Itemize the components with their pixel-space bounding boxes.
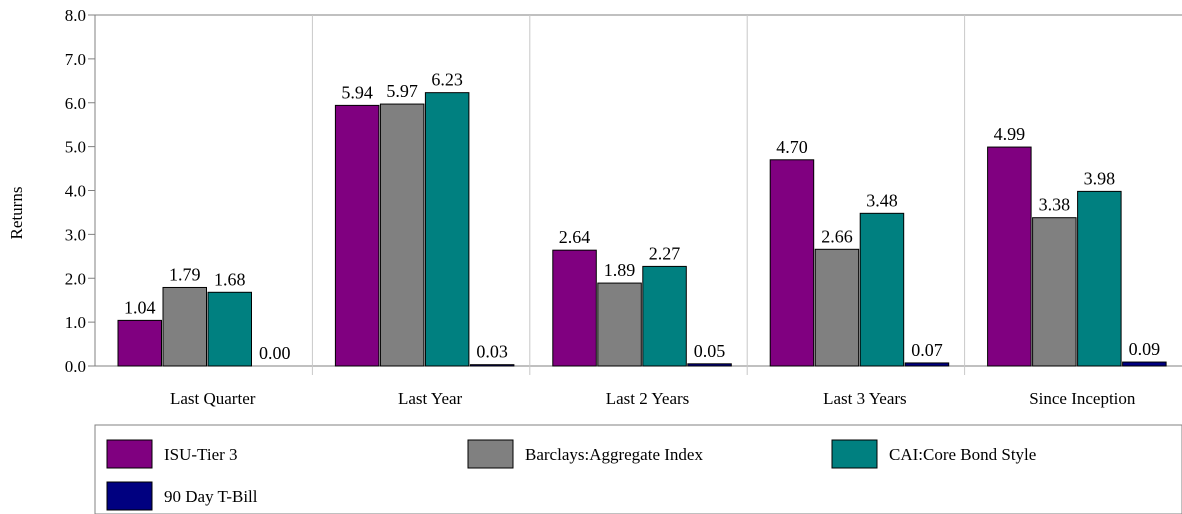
data-labels: 1.04 1.79 1.68 0.00 5.94 5.97 6.23 0.03 2.64 1.89… — [124, 70, 1160, 363]
legend: ISU-Tier 3 Barclays:Aggregate Index CAI:Co… — [94, 424, 1182, 514]
legend-label: Barclays:Aggregate Index — [525, 445, 703, 464]
legend-swatch — [106, 439, 153, 469]
y-tick-label: 8.0 — [65, 6, 86, 25]
x-axis-ticks: Last Quarter Last Year Last 2 Years Last 3 … — [170, 389, 1136, 408]
data-label: 1.68 — [214, 269, 246, 289]
x-tick-label: Last Year — [398, 389, 463, 408]
legend-label: 90 Day T-Bill — [164, 487, 258, 506]
data-label: 0.07 — [911, 340, 943, 360]
legend-label: CAI:Core Bond Style — [889, 445, 1036, 464]
y-tick-label: 6.0 — [65, 94, 86, 113]
x-tick-label: Last 3 Years — [823, 389, 907, 408]
bar — [642, 265, 687, 367]
bar — [597, 282, 642, 367]
bar — [987, 146, 1032, 367]
bar — [379, 103, 425, 367]
bar — [552, 249, 597, 367]
data-label: 1.79 — [169, 264, 201, 284]
bars — [117, 92, 1167, 367]
bar — [1122, 361, 1167, 367]
data-label: 0.05 — [694, 341, 726, 361]
data-label: 2.27 — [649, 243, 681, 263]
y-tick-label: 3.0 — [65, 225, 86, 244]
bar — [904, 362, 950, 367]
data-label: 3.98 — [1084, 168, 1116, 188]
bar — [162, 286, 207, 367]
y-axis-ticks: 0.0 1.0 2.0 3.0 4.0 5.0 6.0 7.0 8.0 — [65, 6, 95, 376]
x-tick-label: Since Inception — [1029, 389, 1136, 408]
data-label: 2.66 — [821, 226, 853, 246]
y-tick-label: 7.0 — [65, 50, 86, 69]
data-label: 5.94 — [341, 82, 373, 102]
x-tick-label: Last 2 Years — [606, 389, 690, 408]
legend-swatch — [106, 481, 153, 511]
bar — [1032, 217, 1077, 367]
data-label: 0.00 — [259, 343, 291, 363]
bar — [469, 364, 515, 367]
y-tick-label: 2.0 — [65, 269, 86, 288]
data-label: 2.64 — [559, 227, 591, 247]
legend-label: ISU-Tier 3 — [164, 445, 238, 464]
y-axis-label: Returns — [7, 187, 26, 240]
y-tick-label: 5.0 — [65, 138, 86, 157]
y-tick-label: 0.0 — [65, 357, 86, 376]
bar — [769, 159, 815, 367]
data-label: 1.04 — [124, 297, 156, 317]
data-label: 4.70 — [776, 137, 808, 157]
y-tick-label: 1.0 — [65, 313, 86, 332]
bar — [117, 319, 162, 367]
data-label: 5.97 — [386, 81, 418, 101]
x-tick-label: Last Quarter — [170, 389, 256, 408]
bar — [814, 248, 860, 367]
bar — [424, 92, 470, 367]
data-label: 3.48 — [866, 190, 898, 210]
legend-swatch — [831, 439, 878, 469]
data-label: 6.23 — [431, 70, 463, 90]
bar — [687, 363, 732, 367]
data-label: 1.89 — [604, 260, 636, 280]
data-label: 4.99 — [994, 124, 1026, 144]
bar — [334, 104, 380, 367]
bar — [1077, 190, 1122, 367]
legend-frame — [94, 424, 1182, 514]
bar — [207, 291, 252, 367]
y-tick-label: 4.0 — [65, 182, 86, 201]
data-label: 3.38 — [1039, 195, 1071, 215]
data-label: 0.09 — [1129, 339, 1161, 359]
legend-swatch — [467, 439, 514, 469]
bar — [859, 212, 905, 367]
data-label: 0.03 — [476, 342, 508, 362]
